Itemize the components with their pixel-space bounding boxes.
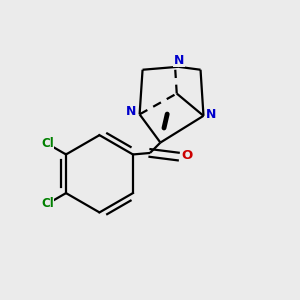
Text: N: N — [206, 108, 216, 121]
Text: Cl: Cl — [41, 137, 54, 150]
Text: N: N — [174, 54, 184, 67]
Text: N: N — [126, 106, 136, 118]
Text: Cl: Cl — [41, 197, 54, 210]
Text: O: O — [182, 149, 193, 162]
